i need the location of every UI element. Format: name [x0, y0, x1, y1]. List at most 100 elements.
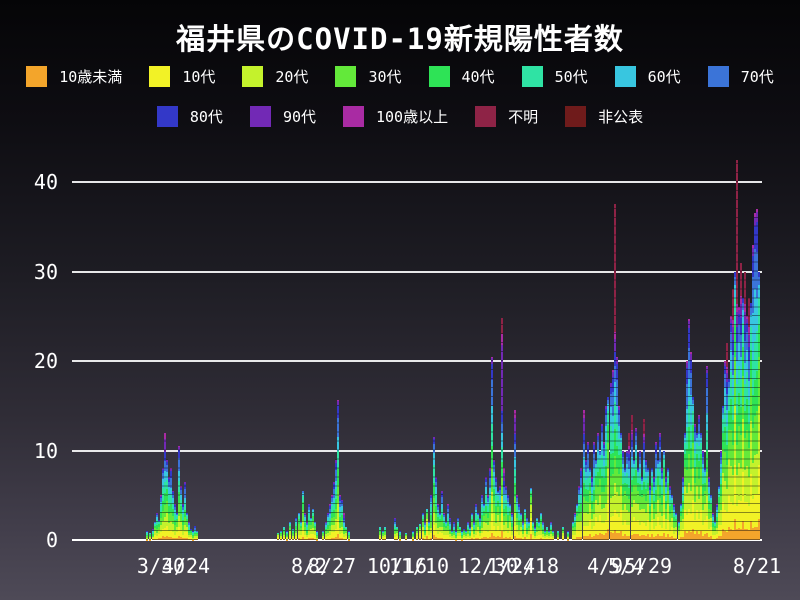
bar-segment [542, 536, 544, 540]
bar-segment [182, 504, 184, 507]
bar-segment [720, 451, 722, 454]
bar-segment [583, 469, 585, 483]
bar-segment [616, 363, 618, 381]
bar-segment [491, 356, 493, 359]
bar-segment [348, 535, 350, 537]
bar-segment [712, 514, 714, 516]
bar-segment [748, 334, 750, 347]
bar-segment [426, 511, 428, 515]
bar-segment [483, 529, 485, 538]
bar-segment [467, 522, 469, 524]
bar-segment [720, 535, 722, 540]
bar-segment [186, 532, 188, 538]
bar-segment [348, 533, 350, 536]
bar-segment [473, 523, 475, 525]
bar-segment [748, 346, 750, 362]
bar-segment [314, 534, 316, 539]
bar-segment [758, 518, 760, 540]
bar-segment [734, 325, 736, 358]
bar-segment [718, 487, 720, 490]
bar-unit-separators [471, 513, 473, 540]
bar-segment [526, 527, 528, 531]
bar-segment [493, 489, 495, 501]
bar-segment [516, 502, 518, 507]
bar-segment [618, 407, 620, 410]
stacked-bar [154, 522, 156, 540]
bar-segment [518, 534, 520, 539]
bar-segment [507, 502, 509, 508]
bar-unit-separators [643, 419, 645, 540]
bar-segment [166, 459, 168, 461]
bar-segment [501, 513, 503, 532]
bar-segment [704, 469, 706, 473]
bar-segment [750, 521, 752, 540]
bar-segment [746, 331, 748, 350]
bar-segment [530, 497, 532, 506]
bar-segment [471, 518, 473, 522]
stacked-bar [459, 526, 461, 540]
bar-segment [643, 433, 645, 438]
bar-segment [603, 444, 605, 449]
bar-segment [495, 477, 497, 479]
bar-segment [384, 539, 386, 540]
bar-unit-separators [483, 504, 485, 540]
bar-segment [651, 504, 653, 520]
bar-segment [453, 522, 455, 525]
bar-segment [430, 507, 432, 516]
bar-segment [505, 486, 507, 487]
bar-segment [706, 372, 708, 389]
bar-segment [166, 489, 168, 501]
bar-segment [633, 467, 635, 476]
bar-unit-separators [182, 504, 184, 540]
bar-segment [578, 486, 580, 488]
bar-segment [505, 522, 507, 531]
bar-unit-separators [653, 477, 655, 540]
bar-segment [736, 528, 738, 540]
bar-segment [744, 325, 746, 342]
bar-segment [188, 537, 190, 540]
bar-segment [495, 486, 497, 495]
bar-unit-separators [722, 405, 724, 540]
bar-segment [649, 513, 651, 523]
bar-segment [651, 519, 653, 535]
bar-segment [557, 533, 559, 535]
bar-segment [716, 533, 718, 539]
bar-segment [479, 529, 481, 533]
stacked-bar [631, 414, 633, 540]
bar-segment [507, 521, 509, 528]
bar-segment [503, 524, 505, 533]
bar-unit-separators [572, 522, 574, 540]
bar-segment [489, 494, 491, 504]
bar-segment [162, 536, 164, 540]
bar-segment [325, 536, 327, 540]
bar-segment [384, 527, 386, 530]
bar-segment [447, 508, 449, 514]
bar-segment [304, 526, 306, 532]
bar-segment [325, 524, 327, 527]
bar-segment [528, 527, 530, 532]
bar-segment [649, 522, 651, 531]
bar-segment [528, 525, 530, 528]
bar-segment [495, 530, 497, 537]
bar-unit-separators [302, 490, 304, 540]
bar-segment [692, 442, 694, 469]
bar-segment [746, 349, 748, 373]
bar-segment [516, 496, 518, 499]
bar-segment [649, 486, 651, 487]
bar-segment [463, 530, 465, 532]
bar-segment [180, 487, 182, 491]
bar-segment [643, 437, 645, 444]
bar-segment [754, 216, 756, 227]
bar-segment [620, 432, 622, 435]
bar-unit-separators [341, 499, 343, 540]
bar-segment [487, 506, 489, 512]
bar-segment [605, 442, 607, 467]
bar-segment [540, 513, 542, 515]
bar-segment [339, 522, 341, 529]
bar-segment [663, 532, 665, 540]
bar-unit-separators [758, 271, 760, 540]
bar-segment [176, 537, 178, 540]
bar-segment [426, 510, 428, 512]
legend-swatch-icon [156, 106, 178, 127]
bar-segment [485, 505, 487, 515]
